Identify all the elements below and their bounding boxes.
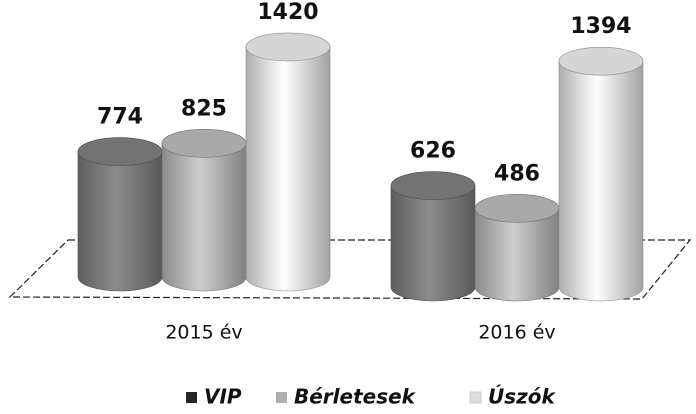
value-label: 486 <box>494 161 540 186</box>
legend-label: Úszók <box>488 385 557 409</box>
cylinder <box>390 185 476 302</box>
cylinder-top <box>245 32 331 62</box>
value-label: 774 <box>97 105 143 130</box>
legend-swatch <box>186 392 197 403</box>
value-label: 1394 <box>570 14 631 39</box>
cylinder <box>474 207 560 302</box>
x-tick-label: 2015 év <box>165 322 242 344</box>
legend-label: Bérletesek <box>294 385 417 409</box>
cylinder-top <box>161 129 247 158</box>
cylinder-top <box>390 171 476 200</box>
legend-swatch <box>276 392 287 403</box>
value-label: 626 <box>410 139 456 164</box>
value-label: 1420 <box>257 0 318 25</box>
legend-swatch <box>469 391 482 404</box>
value-label: 825 <box>181 96 227 121</box>
cylinder-top <box>558 46 644 76</box>
cylinder <box>558 60 644 302</box>
cylinder <box>77 151 163 292</box>
legend-label: VIP <box>204 385 242 409</box>
cylinder-top <box>77 137 163 166</box>
x-tick-label: 2016 év <box>478 322 555 344</box>
cylinder <box>161 143 247 292</box>
cylinder-top <box>474 193 560 223</box>
cylinder <box>245 46 331 292</box>
